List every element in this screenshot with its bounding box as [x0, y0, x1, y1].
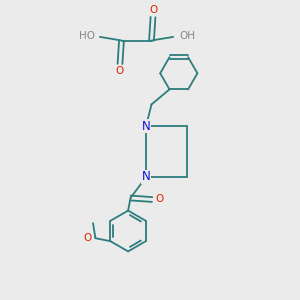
- Text: HO: HO: [79, 31, 94, 41]
- Text: OH: OH: [179, 31, 195, 41]
- Text: N: N: [142, 170, 151, 184]
- Text: N: N: [142, 119, 151, 133]
- Text: O: O: [155, 194, 164, 205]
- Text: O: O: [149, 4, 157, 15]
- Text: O: O: [83, 233, 91, 243]
- Text: O: O: [116, 66, 124, 76]
